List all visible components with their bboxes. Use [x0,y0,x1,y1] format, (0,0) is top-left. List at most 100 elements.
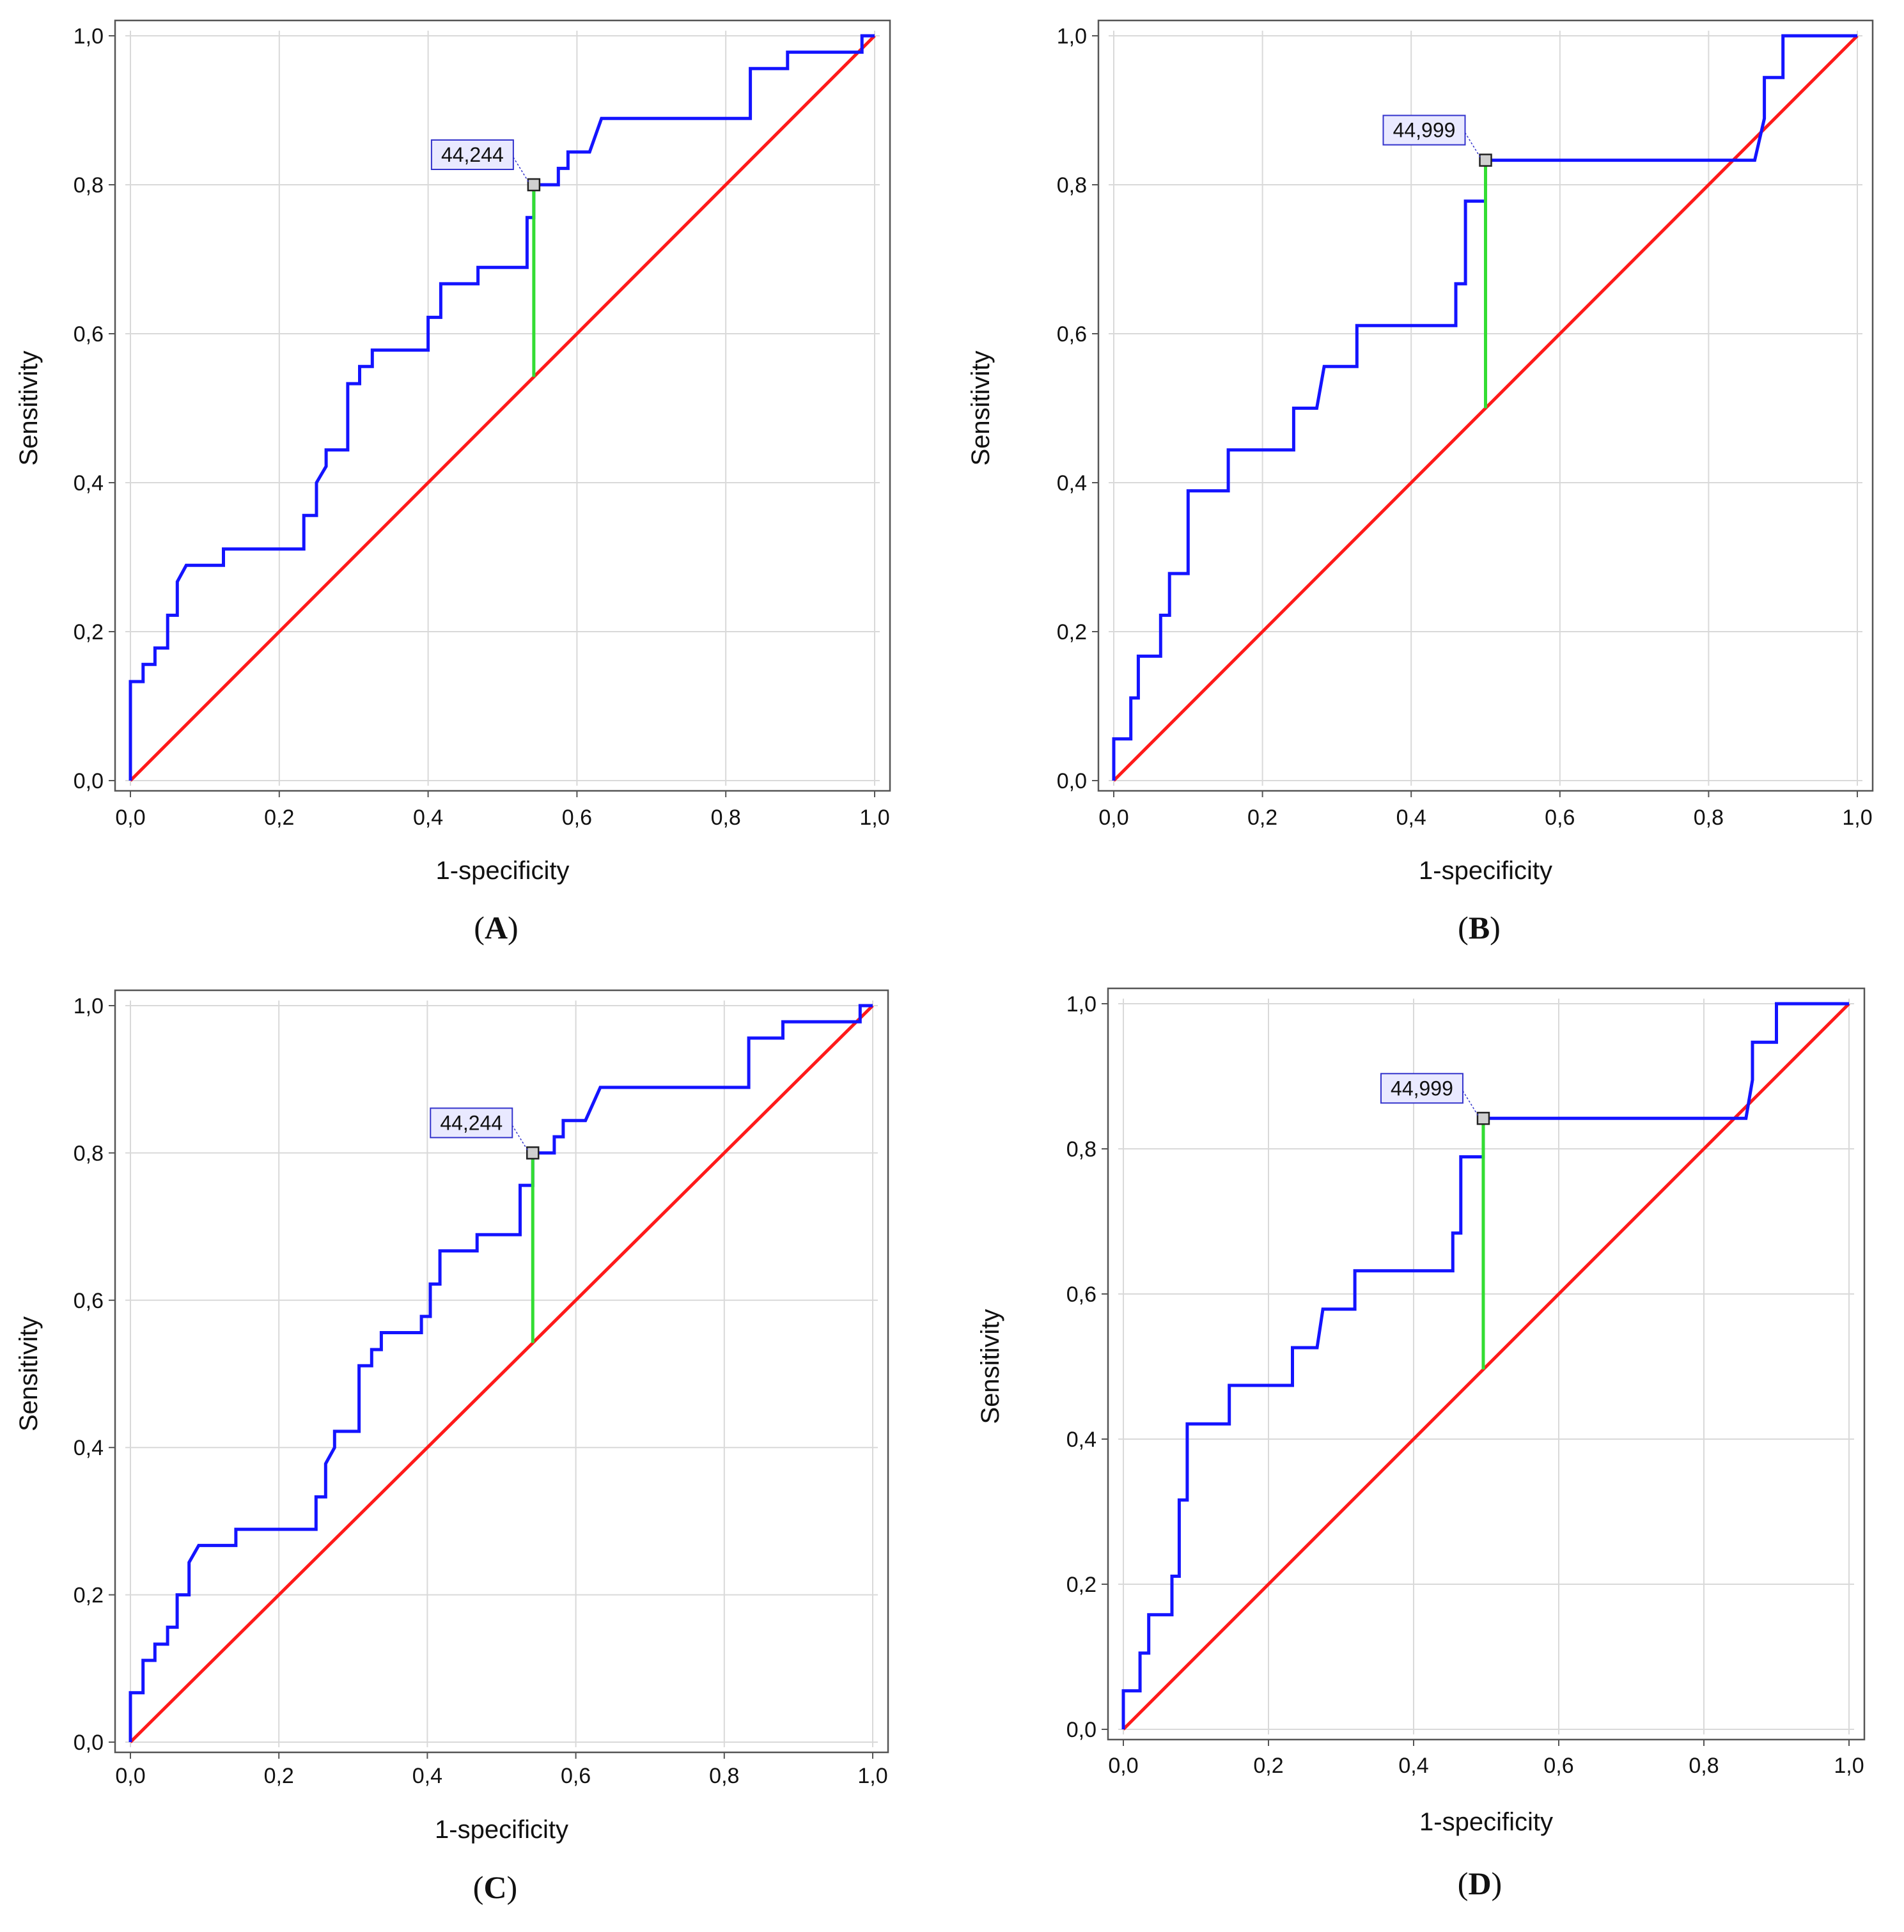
panel-label: (C) [473,1869,517,1905]
x-axis-title: 1-specificity [1419,857,1552,885]
cutoff-point-marker [1476,1112,1490,1125]
x-tick-label: 0,6 [1545,806,1575,830]
panel-label: (D) [1458,1866,1502,1901]
y-tick-label: 0,4 [1066,1428,1096,1452]
x-tick-label: 0,8 [709,1764,739,1788]
y-tick-label: 0,8 [1057,173,1087,198]
cutoff-label-box [1380,1073,1463,1104]
roc-chart-svg: 0,0 0,2 0,4 0,6 0,8 1,0 0,0 0,2 0,4 0,6 0,8 1,0 1-sp… [15,19,891,946]
plot-frame [1107,987,1866,1741]
panel-label: (A) [474,910,518,946]
roc-panel-b: 0,0 0,2 0,4 0,6 0,8 1,0 0,0 0,2 0,4 0,6 0,8 1,0 1-sp… [952,0,1904,966]
y-tick-label: 0,6 [74,322,104,347]
roc-panel-d: 0,0 0,2 0,4 0,6 0,8 1,0 0,0 0,2 0,4 0,6 0,8 1,0 1-sp… [952,966,1904,1932]
y-tick-label: 0,4 [74,471,104,495]
x-tick-label: 1,0 [857,1764,887,1788]
y-axis-title: Sensitivity [967,350,995,465]
reference-diagonal-line [129,1004,874,1743]
panel-label-close-paren: ) [1492,1866,1502,1901]
roc-panel-c: 0,0 0,2 0,4 0,6 0,8 1,0 0,0 0,2 0,4 0,6 0,8 1,0 1-sp… [0,966,952,1932]
y-tick-label: 1,0 [74,24,104,49]
cutoff-label-box [1382,114,1466,146]
panel-label-close-paren: ) [508,910,519,946]
panel-label-open-paren: ( [1458,910,1469,946]
y-tick-label: 0,4 [1057,471,1087,495]
x-tick-label: 0,6 [561,1764,591,1788]
cutoff-label-leader [513,157,529,183]
cutoff-label-leader [1462,1090,1479,1116]
y-tick-label: 0,2 [1057,620,1087,644]
panel-label-open-paren: ( [1458,1866,1469,1901]
panel-label-open-paren: ( [474,910,485,946]
panel-label-letter: A [485,910,508,946]
cutoff-value-label: 44,999 [1393,119,1456,142]
x-axis-title: 1-specificity [436,857,570,885]
x-tick-label: 0,6 [1543,1754,1573,1778]
x-tick-label: 0,8 [1694,806,1724,830]
plot-frame [114,989,889,1754]
y-tick-label: 1,0 [1057,24,1087,49]
panel-label-letter: D [1468,1866,1491,1901]
y-tick-label: 0,2 [74,1584,104,1608]
x-tick-label: 1,0 [859,806,889,830]
x-tick-label: 0,2 [1247,806,1277,830]
y-tick-label: 0,0 [74,1731,104,1755]
cutoff-label-leader [1464,132,1481,158]
y-tick-label: 0,0 [74,769,104,793]
y-axis-title: Sensitivity [15,350,43,465]
panel-label-close-paren: ) [1490,910,1501,946]
y-axis-title: Sensitivity [976,1309,1004,1424]
y-tick-label: 1,0 [1066,992,1096,1017]
reference-diagonal-line [1122,1002,1850,1731]
y-tick-label: 0,8 [74,173,104,198]
cutoff-label-box [430,139,514,170]
roc-panel-a: 0,0 0,2 0,4 0,6 0,8 1,0 0,0 0,2 0,4 0,6 0,8 1,0 1-sp… [0,0,952,966]
x-axis-title: 1-specificity [1419,1808,1553,1836]
roc-curve-line [129,1004,873,1742]
cutoff-value-label: 44,999 [1391,1077,1453,1100]
y-tick-label: 0,6 [74,1289,104,1313]
y-tick-label: 0,4 [74,1436,104,1460]
cutoff-label-box [430,1107,513,1139]
y-tick-label: 0,0 [1057,769,1087,793]
roc-chart-svg: 0,0 0,2 0,4 0,6 0,8 1,0 0,0 0,2 0,4 0,6 0,8 1,0 1-sp… [15,989,889,1905]
cutoff-point-marker [526,1146,540,1160]
x-tick-label: 0,8 [711,806,741,830]
cutoff-label-leader [511,1125,528,1151]
x-tick-label: 0,4 [412,1764,442,1788]
x-tick-label: 0,4 [1396,806,1426,830]
x-tick-label: 0,0 [115,1764,145,1788]
x-tick-label: 0,4 [413,806,443,830]
x-tick-label: 0,0 [115,806,145,830]
x-tick-label: 0,8 [1689,1754,1719,1778]
x-tick-label: 0,4 [1398,1754,1428,1778]
roc-curve-line [1121,1002,1849,1729]
plot-frame [1097,19,1874,792]
panel-label: (B) [1458,910,1501,946]
x-tick-label: 0,0 [1108,1754,1138,1778]
panel-label-open-paren: ( [473,1869,484,1905]
x-axis-title: 1-specificity [435,1816,568,1844]
x-tick-label: 1,0 [1834,1754,1864,1778]
roc-curve-line [1112,34,1857,781]
panel-label-close-paren: ) [507,1869,518,1905]
x-tick-label: 0,0 [1098,806,1128,830]
x-tick-label: 0,2 [1253,1754,1283,1778]
y-axis-title: Sensitivity [15,1316,43,1431]
x-tick-label: 0,2 [264,1764,294,1788]
y-tick-label: 0,8 [74,1141,104,1165]
roc-curve-line [129,34,875,781]
cutoff-value-label: 44,244 [440,1111,503,1134]
x-tick-label: 1,0 [1842,806,1872,830]
x-tick-label: 0,6 [562,806,592,830]
panel-label-letter: B [1469,910,1490,946]
panel-label-letter: C [483,1869,506,1905]
plot-frame [114,19,891,792]
y-tick-label: 1,0 [74,994,104,1018]
y-tick-label: 0,0 [1066,1718,1096,1742]
cutoff-point-marker [527,178,541,192]
reference-diagonal-line [129,35,876,782]
y-tick-label: 0,2 [74,620,104,644]
cutoff-point-marker [1479,153,1492,167]
y-tick-label: 0,2 [1066,1573,1096,1597]
